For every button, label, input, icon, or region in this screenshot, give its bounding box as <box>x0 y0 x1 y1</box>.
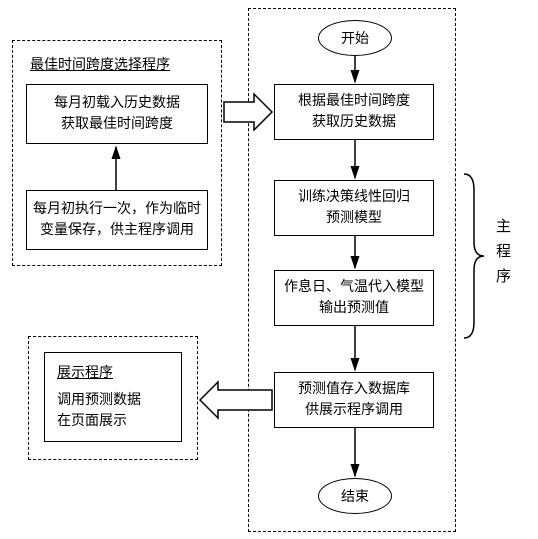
text: 变量保存，供主程序调用 <box>40 220 194 241</box>
start-oval: 开始 <box>318 20 392 56</box>
timespan-title: 最佳时间跨度选择程序 <box>30 54 170 74</box>
timespan-box-monthly-exec: 每月初执行一次，作为临时 变量保存，供主程序调用 <box>26 190 208 250</box>
text: 调用预测数据 <box>57 390 141 411</box>
text: 输出预测值 <box>319 298 389 319</box>
main-step-1: 根据最佳时间跨度 获取历史数据 <box>274 84 434 140</box>
text: 每月初载入历史数据 <box>54 93 180 114</box>
main-step-3: 作息日、气温代入模型 输出预测值 <box>274 270 434 326</box>
curly-bracket-icon <box>458 170 486 342</box>
text: 获取历史数据 <box>312 112 396 133</box>
main-program-label: 主程序 <box>492 195 513 315</box>
end-oval: 结束 <box>318 478 392 514</box>
text: 预测值存入数据库 <box>298 379 410 400</box>
text: 供展示程序调用 <box>305 400 403 421</box>
text: 结束 <box>341 486 369 506</box>
text: 每月初执行一次，作为临时 <box>33 199 201 220</box>
text: 作息日、气温代入模型 <box>284 277 424 298</box>
text: 获取最佳时间跨度 <box>61 114 173 135</box>
text: 在页面展示 <box>57 411 127 432</box>
display-program-box: 展示程序 调用预测数据 在页面展示 <box>44 352 182 442</box>
display-title: 展示程序 <box>57 363 113 384</box>
text: 预测模型 <box>326 208 382 229</box>
text: 训练决策线性回归 <box>298 187 410 208</box>
text: 开始 <box>341 28 369 48</box>
main-step-2: 训练决策线性回归 预测模型 <box>274 180 434 236</box>
text: 根据最佳时间跨度 <box>298 91 410 112</box>
timespan-box-load-history: 每月初载入历史数据 获取最佳时间跨度 <box>26 84 208 144</box>
main-step-4: 预测值存入数据库 供展示程序调用 <box>274 372 434 428</box>
